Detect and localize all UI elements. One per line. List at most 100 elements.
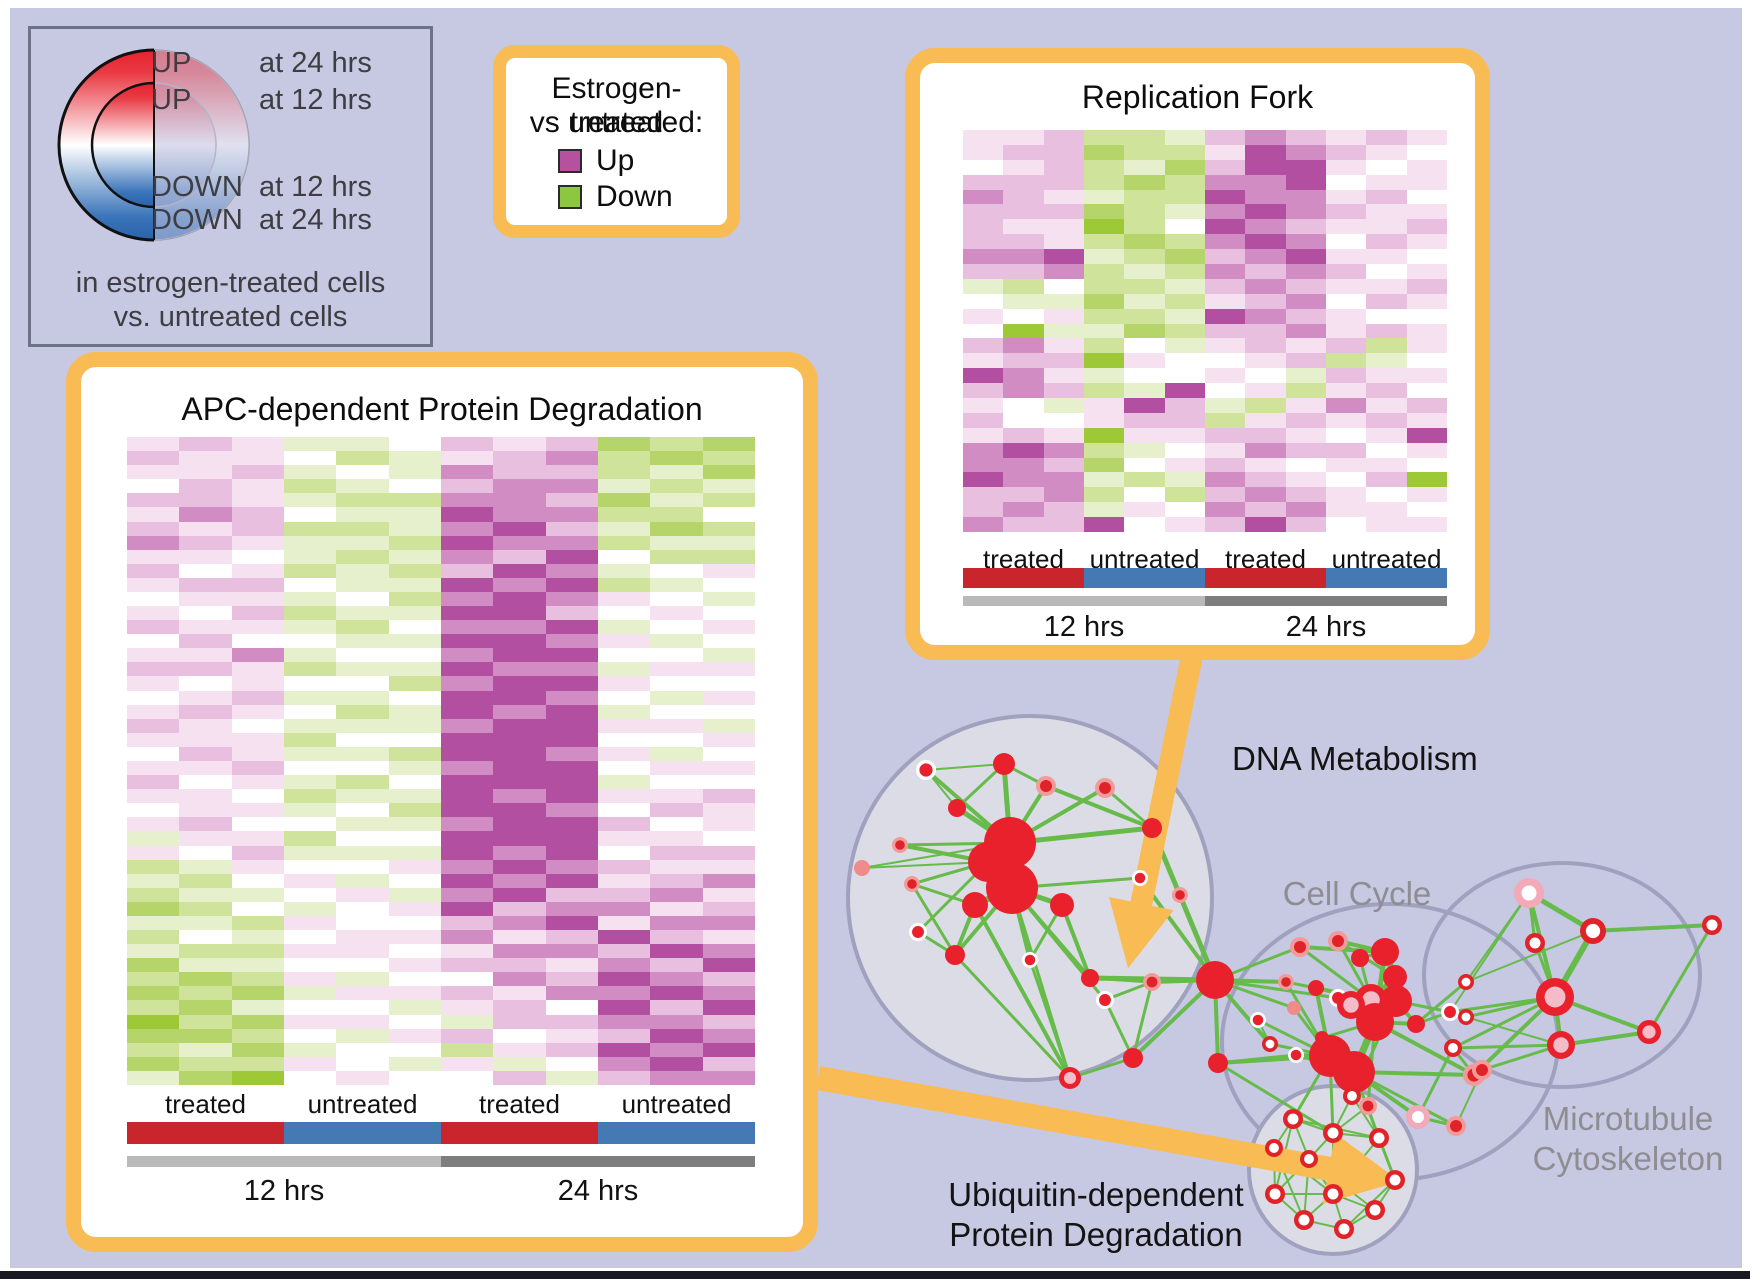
apc-24hrs-label: 24 hrs (557, 1175, 639, 1207)
heatmap-cell (1204, 502, 1246, 518)
heatmap-cell (1164, 472, 1205, 488)
heatmap-cell (650, 662, 703, 677)
condition-bar-segment (598, 1122, 755, 1144)
heatmap-cell (493, 1000, 546, 1015)
heatmap-cell (388, 1028, 441, 1043)
heatmap-cell (179, 930, 232, 945)
heatmap-cell (597, 1070, 651, 1085)
heatmap-cell (1366, 472, 1407, 488)
heatmap-cell (1124, 517, 1165, 532)
legend-item-down: Down (558, 180, 673, 214)
heatmap-cell (127, 958, 180, 973)
heatmap-cell (1406, 264, 1447, 279)
heatmap-cell (231, 662, 284, 677)
heatmap-cell (1325, 130, 1367, 145)
heatmap-cell (283, 648, 337, 663)
heatmap-cell (650, 563, 703, 578)
heatmap-cell (231, 1014, 284, 1029)
heatmap-cell (963, 472, 1004, 488)
heatmap-cell (1245, 412, 1286, 428)
heatmap-cell (1003, 517, 1044, 532)
heatmap-cell (388, 873, 441, 888)
time-bar-segment (127, 1156, 441, 1167)
heatmap-cell (1325, 249, 1367, 264)
heatmap-cell (1083, 353, 1125, 369)
heatmap-cell (1325, 308, 1367, 324)
heatmap-cell (231, 944, 284, 959)
heatmap-cell (440, 859, 494, 874)
heatmap-cell (1366, 502, 1407, 518)
heatmap-cell (1325, 293, 1367, 309)
heatmap-cell (1204, 264, 1246, 279)
heatmap-cell (1245, 249, 1286, 264)
heatmap-cell (1124, 323, 1165, 339)
heatmap-cell (283, 437, 337, 452)
legend-down-24-time: at 24 hrs (259, 204, 372, 236)
heatmap-cell (1164, 502, 1205, 518)
heatmap-cell (231, 718, 284, 733)
heatmap-cell (1003, 189, 1044, 205)
heatmap-cell (1124, 308, 1165, 324)
apc-condition-bar (127, 1122, 755, 1144)
heatmap-cell (545, 634, 598, 649)
heatmap-cell (1245, 293, 1286, 309)
heatmap-cell (545, 479, 598, 494)
heatmap-cell (388, 465, 441, 480)
heatmap-cell (127, 634, 180, 649)
heatmap-cell (231, 986, 284, 1001)
heatmap-cell (1003, 323, 1044, 339)
heatmap-cell (1204, 323, 1246, 339)
heatmap-cell (336, 507, 389, 522)
heatmap-cell (1204, 368, 1246, 384)
legend-down-12-dir: DOWN (151, 171, 243, 203)
heatmap-cell (963, 323, 1004, 339)
heatmap-cell (231, 1042, 284, 1057)
heatmap-cell (1285, 308, 1326, 324)
heatmap-cell (545, 1056, 598, 1071)
heatmap-cell (493, 859, 546, 874)
heatmap-cell (336, 944, 389, 959)
heatmap-cell (127, 1000, 180, 1015)
heatmap-cell (1003, 412, 1044, 428)
heatmap-cell (963, 174, 1004, 190)
heatmap-cell (336, 620, 389, 635)
heatmap-cell (493, 958, 546, 973)
heatmap-cell (231, 1070, 284, 1085)
heatmap-cell (1204, 308, 1246, 324)
heatmap-cell (1043, 398, 1084, 413)
heatmap-cell (597, 789, 651, 804)
heatmap-cell (650, 1014, 703, 1029)
updown-title-line1: Estrogen-treated (551, 72, 682, 139)
heatmap-cell (179, 563, 232, 578)
heatmap-cell (650, 465, 703, 480)
heatmap-cell (1043, 189, 1084, 205)
heatmap-cell (650, 873, 703, 888)
heatmap-cell (1083, 487, 1125, 503)
heatmap-cell (440, 761, 494, 776)
heatmap-cell (597, 620, 651, 635)
heatmap-cell (650, 507, 703, 522)
heatmap-cell (336, 606, 389, 621)
heatmap-cell (650, 1070, 703, 1085)
replication-fork-panel: Replication Fork treated untreated treat… (905, 48, 1490, 660)
heatmap-cell (1164, 457, 1205, 473)
heatmap-cell (1043, 219, 1084, 235)
heatmap-cell (283, 690, 337, 705)
heatmap-cell (597, 437, 651, 452)
heatmap-cell (440, 704, 494, 719)
heatmap-cell (1043, 234, 1084, 250)
heatmap-cell (179, 958, 232, 973)
heatmap-cell (388, 986, 441, 1001)
heatmap-cell (283, 465, 337, 480)
heatmap-cell (440, 1028, 494, 1043)
heatmap-cell (493, 493, 546, 508)
heatmap-cell (179, 901, 232, 916)
heatmap-cell (702, 859, 755, 874)
heatmap-cell (493, 732, 546, 747)
heatmap-cell (1406, 249, 1447, 264)
rf-12hrs-label: 12 hrs (1043, 611, 1125, 643)
heatmap-cell (1124, 412, 1165, 428)
heatmap-cell (1366, 249, 1407, 264)
heatmap-cell (1366, 457, 1407, 473)
apc-heatmap-panel: APC-dependent Protein Degradation treate… (66, 352, 818, 1252)
